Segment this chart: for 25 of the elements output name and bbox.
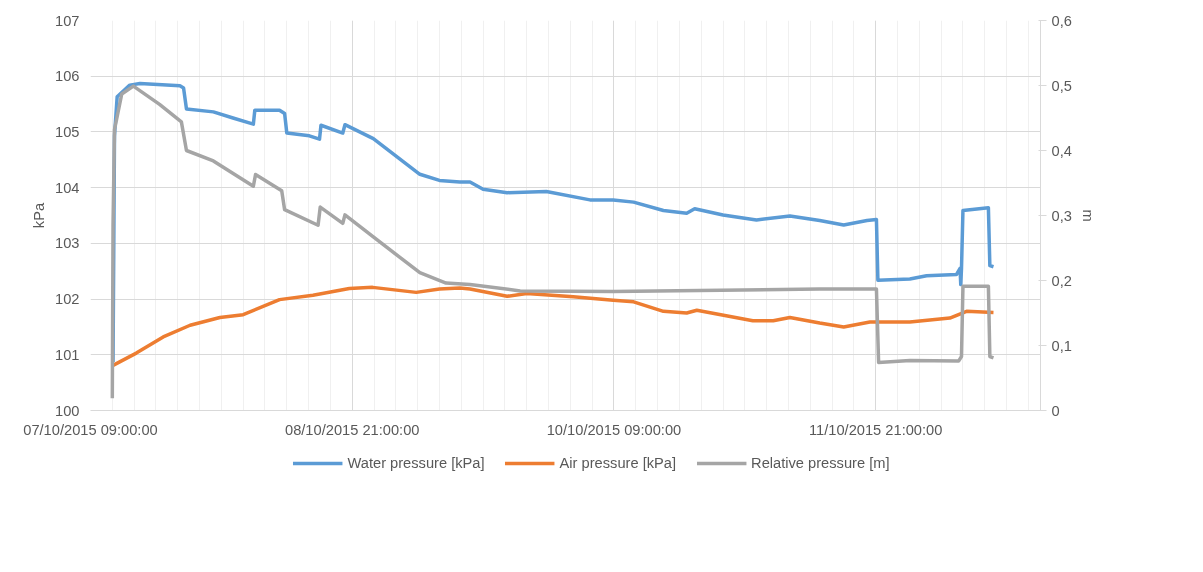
y-tick-label: 100 — [55, 402, 80, 419]
x-tick-label: 11/10/2015 21:00:00 — [809, 421, 943, 438]
y2-tick-label: 0 — [1051, 402, 1060, 419]
legend-label: Relative pressure [m] — [751, 454, 890, 471]
y-tick-label: 104 — [55, 179, 80, 196]
y2-tick-label: 0,1 — [1051, 337, 1072, 354]
y-tick-label: 105 — [55, 123, 80, 140]
y2-tick-label: 0,6 — [1051, 12, 1072, 29]
y-tick-label: 107 — [55, 12, 80, 29]
y-tick-label: 103 — [55, 235, 80, 252]
x-tick-label: 08/10/2015 21:00:00 — [285, 421, 420, 438]
y2-axis-title: m — [1079, 209, 1096, 222]
y2-tick-label: 0,3 — [1051, 207, 1072, 224]
y2-tick-label: 0,4 — [1051, 142, 1072, 159]
x-tick-label: 10/10/2015 09:00:00 — [546, 421, 682, 438]
x-tick-label: 07/10/2015 09:00:00 — [23, 421, 158, 438]
y-tick-label: 106 — [55, 68, 80, 85]
y2-tick-label: 0,5 — [1051, 77, 1072, 94]
y2-tick-label: 0,2 — [1051, 272, 1072, 289]
legend-label: Water pressure [kPa] — [347, 454, 485, 471]
y-tick-label: 101 — [55, 346, 80, 363]
y-axis-title: kPa — [31, 202, 48, 229]
y-tick-label: 102 — [55, 291, 80, 308]
line-series — [111, 285, 996, 368]
legend-label: Air pressure [kPa] — [559, 454, 677, 471]
